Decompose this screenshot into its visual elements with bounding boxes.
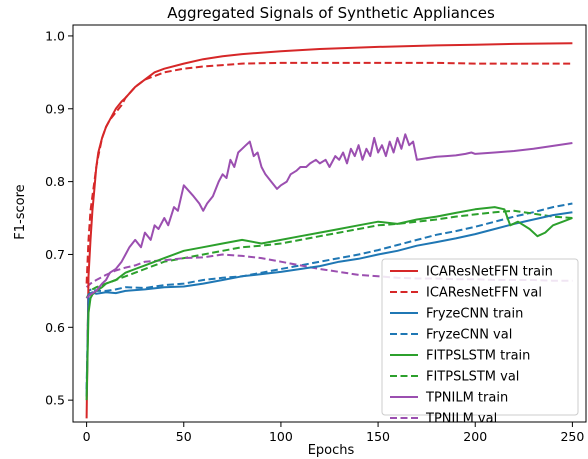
x-tick-label: 50 (176, 429, 192, 444)
legend-label-fitpslstm-train: FITPSLSTM train (426, 349, 530, 364)
legend-label-icaresnetffn-train: ICAResNetFFN train (426, 265, 553, 280)
series-line-fryzecnn-val (85, 202, 573, 390)
x-axis-ticks: 0 50 100 150 200 250 (83, 422, 584, 444)
series-lines (85, 42, 573, 419)
x-tick-label: 150 (366, 429, 390, 444)
y-tick-label: 0.5 (45, 393, 65, 408)
series-line-fitpslstm-val (85, 209, 573, 299)
legend-label-icaresnetffn-val: ICAResNetFFN val (426, 286, 542, 301)
series-line-icaresnetffn-val (85, 61, 573, 284)
y-tick-label: 0.7 (45, 247, 65, 262)
legend-label-fryzecnn-val: FryzeCNN val (426, 328, 512, 343)
y-axis-label: F1-score (13, 184, 28, 239)
series-line-icaresnetffn-train (85, 42, 573, 419)
legend-label-tpnilm-val: TPNILM val (425, 412, 497, 427)
legend-label-fitpslstm-val: FITPSLSTM val (426, 370, 519, 385)
x-tick-label: 200 (463, 429, 487, 444)
legend-box (381, 258, 579, 416)
y-tick-label: 0.6 (45, 320, 65, 335)
y-tick-label: 1.0 (45, 28, 65, 43)
x-tick-label: 250 (560, 429, 584, 444)
y-axis-ticks: 0.5 0.6 0.7 0.8 0.9 1.0 (45, 28, 73, 408)
y-tick-label: 0.9 (45, 101, 65, 116)
series-line-fitpslstm-train (85, 206, 573, 401)
legend-label-tpnilm-train: TPNILM train (425, 391, 508, 406)
series-line-fryzecnn-train (85, 211, 573, 397)
legend: ICAResNetFFN train ICAResNetFFN val FryzeC… (381, 258, 579, 427)
plot-frame (72, 24, 587, 423)
series-line-tpnilm-train (85, 133, 573, 299)
chart-title: Aggregated Signals of Synthetic Applianc… (167, 4, 495, 22)
x-tick-label: 100 (269, 429, 293, 444)
x-tick-label: 0 (83, 429, 91, 444)
legend-label-fryzecnn-train: FryzeCNN train (426, 307, 523, 322)
y-tick-label: 0.8 (45, 174, 65, 189)
x-axis-label: Epochs (308, 443, 355, 458)
